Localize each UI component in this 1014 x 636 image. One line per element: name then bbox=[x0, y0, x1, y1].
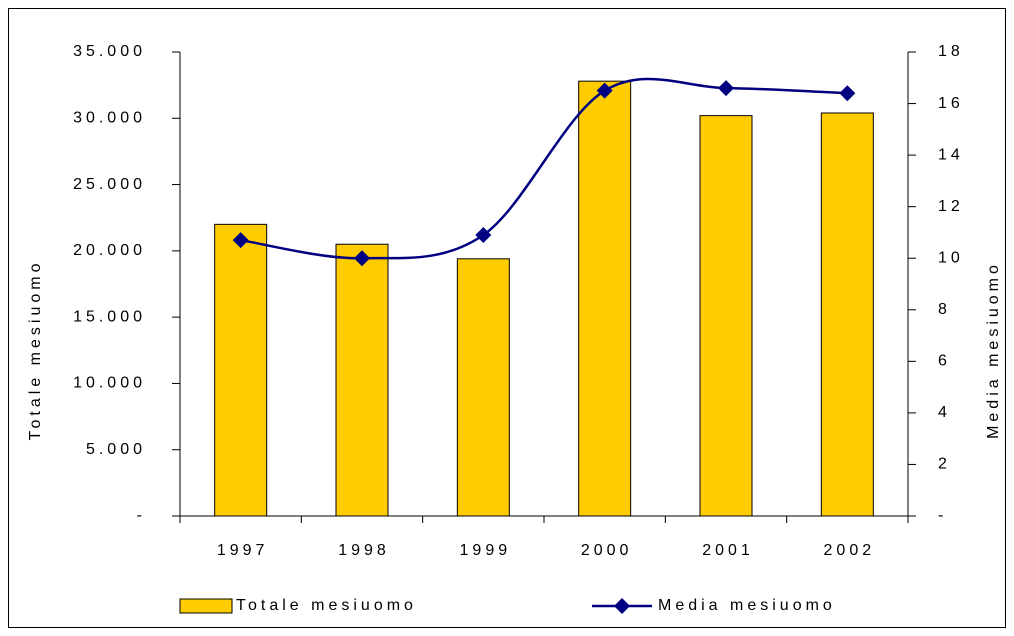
x-tick-label: 1999 bbox=[460, 542, 512, 559]
y-tick-label: - bbox=[137, 507, 146, 524]
y2-tick-label: 14 bbox=[938, 146, 964, 163]
y-tick-label: 5.000 bbox=[86, 441, 146, 458]
y-tick-label: 25.000 bbox=[73, 176, 146, 193]
legend-label: Totale mesiuomo bbox=[236, 597, 417, 614]
bar bbox=[456, 258, 510, 517]
y-tick-label: 30.000 bbox=[73, 110, 146, 127]
y2-axis-label: Media mesiuomo bbox=[985, 261, 1002, 439]
bar bbox=[335, 243, 389, 517]
y2-tick-label: 18 bbox=[938, 43, 964, 60]
y2-tick-label: 16 bbox=[938, 95, 964, 112]
x-tick-label: 2001 bbox=[702, 542, 754, 559]
x-tick-label: 1998 bbox=[338, 542, 390, 559]
marker bbox=[839, 85, 856, 102]
y-tick-label: 10.000 bbox=[73, 375, 146, 392]
y-tick-label: 15.000 bbox=[73, 308, 146, 325]
line bbox=[240, 77, 848, 260]
marker bbox=[354, 250, 370, 267]
y-tick-label: 35.000 bbox=[73, 43, 146, 60]
y2-tick-label: 6 bbox=[938, 353, 951, 370]
marker bbox=[475, 227, 492, 244]
legend-swatch bbox=[614, 598, 630, 614]
y2-tick-label: 8 bbox=[938, 301, 951, 318]
bar bbox=[578, 80, 632, 517]
y2-tick-label: 12 bbox=[938, 198, 964, 215]
y-axis-label: Totale mesiuomo bbox=[27, 260, 44, 441]
x-tick-label: 2000 bbox=[581, 542, 633, 559]
y2-tick-label: 10 bbox=[938, 249, 964, 266]
legend-swatch bbox=[179, 598, 233, 614]
legend-label: Media mesiuomo bbox=[658, 597, 836, 614]
bar bbox=[820, 112, 874, 517]
y2-tick-label: - bbox=[938, 507, 947, 524]
marker bbox=[718, 80, 734, 97]
bar bbox=[214, 223, 268, 517]
marker bbox=[596, 82, 613, 99]
y2-tick-label: 2 bbox=[938, 456, 951, 473]
x-tick-label: 1997 bbox=[217, 542, 269, 559]
bar bbox=[699, 115, 753, 517]
marker bbox=[232, 232, 249, 249]
y2-tick-label: 4 bbox=[938, 404, 951, 421]
x-tick-label: 2002 bbox=[824, 542, 876, 559]
y-tick-label: 20.000 bbox=[73, 242, 146, 259]
